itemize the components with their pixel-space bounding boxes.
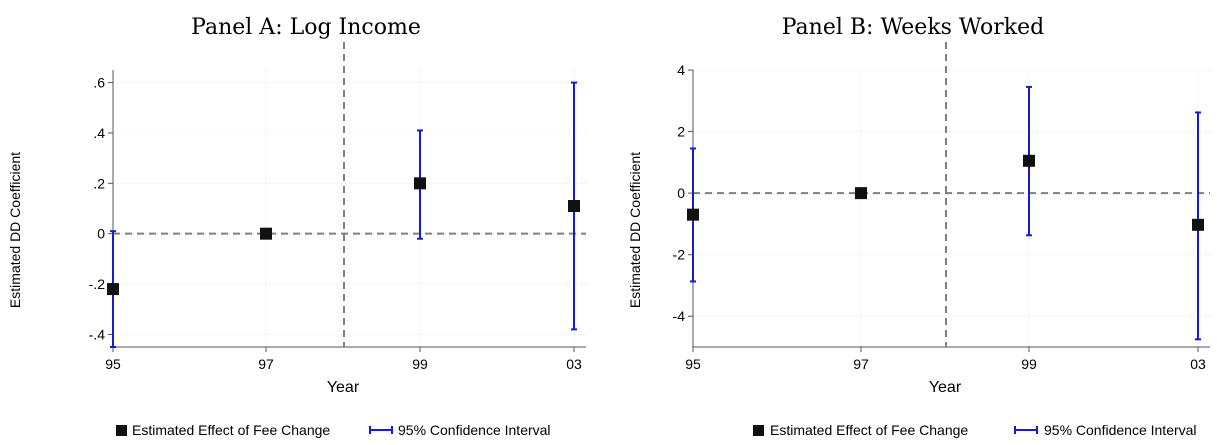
x-tick-label: 95: [105, 356, 121, 372]
x-tick-label: 99: [412, 356, 428, 372]
y-tick-label: -.2: [89, 276, 106, 292]
plot-area: -4 -2 0 2 4 95 97 99 03: [673, 42, 1210, 372]
y-tick-label: 0: [677, 185, 685, 201]
y-axis-label: Estimated DD Coefficient: [627, 152, 643, 308]
point-estimate-marker: [687, 208, 699, 221]
x-tick-label: 97: [258, 356, 274, 372]
legend-label-ci: 95% Confidence Interval: [398, 422, 551, 438]
y-axis-label: Estimated DD Coefficient: [7, 152, 23, 308]
legend: Estimated Effect of Fee Change 95% Confi…: [753, 422, 1197, 438]
legend: Estimated Effect of Fee Change 95% Confi…: [116, 422, 551, 438]
x-tick-label: 95: [685, 356, 701, 372]
x-tick-label: 99: [1021, 356, 1037, 372]
y-tick-label: .4: [93, 125, 105, 141]
y-tick-label: .2: [93, 175, 105, 191]
point-estimate-marker: [260, 227, 272, 240]
x-axis-label: Year: [327, 379, 360, 396]
legend-marker-swatch: [116, 425, 127, 436]
panel-title: Panel B: Weeks Worked: [782, 15, 1045, 40]
x-axis-label: Year: [929, 379, 962, 396]
panel-a-log-income: Panel A: Log Income Estimated DD Coeffic…: [7, 15, 586, 438]
legend-label-effect: Estimated Effect of Fee Change: [770, 422, 968, 438]
x-tick-label: 03: [1190, 356, 1206, 372]
point-estimate-marker: [568, 199, 580, 212]
panel-b-weeks-worked: Panel B: Weeks Worked Estimated DD Coeff…: [627, 15, 1210, 438]
legend-marker-swatch: [753, 425, 764, 436]
y-tick-label: 4: [677, 62, 685, 78]
y-tick-label: -4: [673, 308, 686, 324]
x-tick-label: 03: [566, 356, 582, 372]
legend-label-ci: 95% Confidence Interval: [1044, 422, 1197, 438]
y-tick-label: .6: [93, 75, 105, 91]
y-tick-label: 2: [677, 124, 685, 140]
point-estimate-marker: [414, 177, 426, 190]
panel-title: Panel A: Log Income: [191, 15, 421, 40]
legend-label-effect: Estimated Effect of Fee Change: [132, 422, 330, 438]
y-tick-label: -.4: [89, 326, 106, 342]
point-estimate-marker: [855, 187, 867, 200]
x-tick-label: 97: [853, 356, 869, 372]
y-tick-label: 0: [97, 226, 105, 242]
point-estimate-marker: [1192, 218, 1204, 231]
point-estimate-marker: [1023, 154, 1035, 167]
y-tick-label: -2: [673, 247, 686, 263]
point-estimate-marker: [107, 283, 119, 296]
plot-area: -.4 -.2 0 .2 .4 .6 95 97 99 03: [89, 42, 586, 372]
